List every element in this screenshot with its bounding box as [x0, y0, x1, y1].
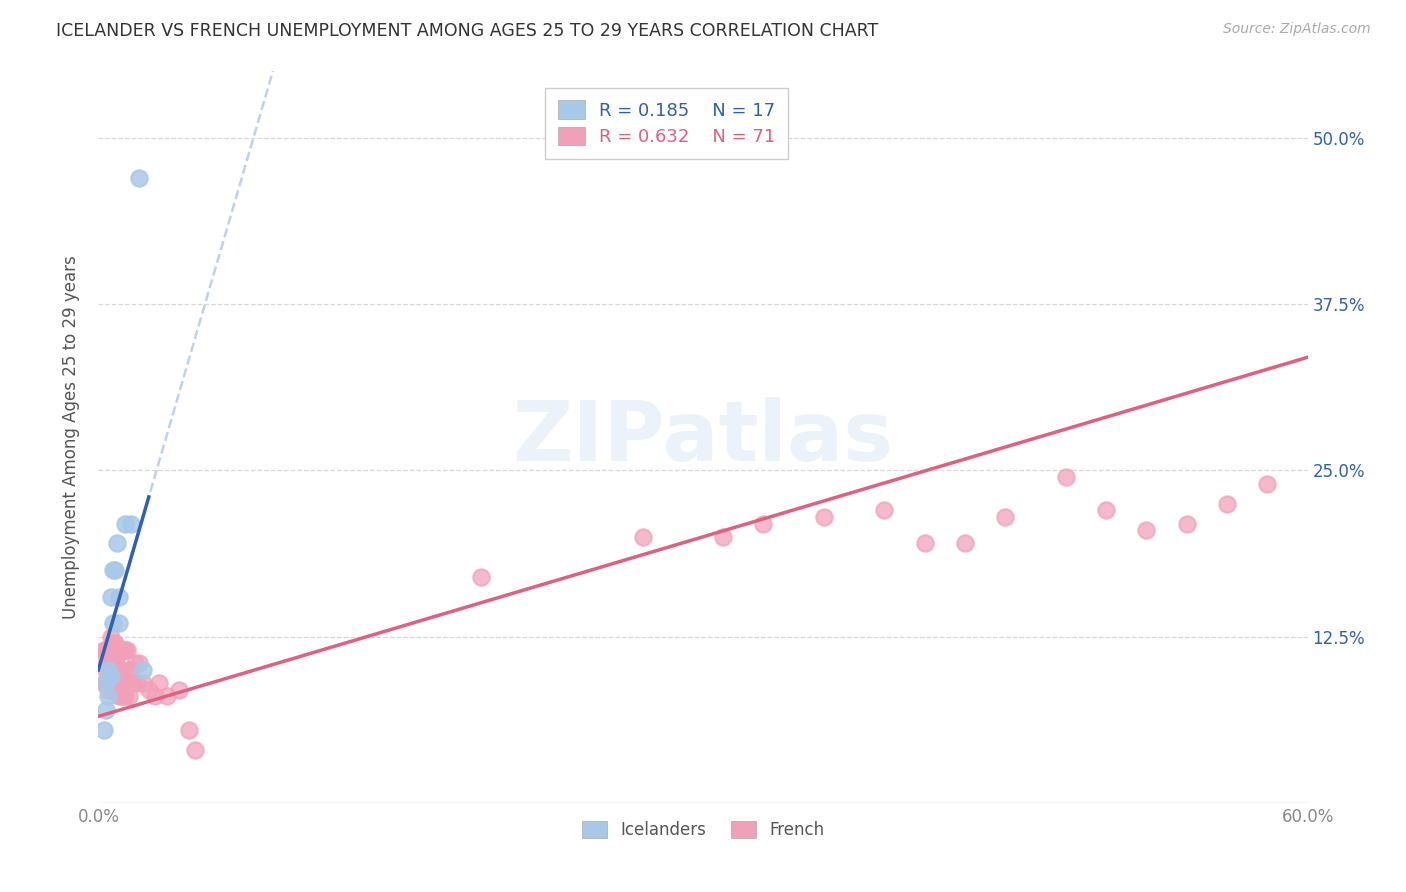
- Text: ZIPatlas: ZIPatlas: [513, 397, 893, 477]
- Point: [96, 643, 118, 657]
- Point: [96, 676, 118, 690]
- Point: [1216, 497, 1239, 511]
- Point: [120, 516, 142, 531]
- Point: [93, 643, 115, 657]
- Point: [111, 690, 134, 704]
- Point: [110, 643, 132, 657]
- Point: [114, 643, 136, 657]
- Point: [97, 663, 120, 677]
- Point: [111, 676, 134, 690]
- Legend: Icelanders, French: Icelanders, French: [575, 814, 831, 846]
- Point: [97, 682, 120, 697]
- Point: [91, 649, 114, 664]
- Point: [105, 682, 128, 697]
- Point: [96, 703, 118, 717]
- Point: [128, 656, 150, 670]
- Point: [111, 643, 134, 657]
- Point: [114, 516, 136, 531]
- Point: [813, 509, 835, 524]
- Point: [1256, 476, 1278, 491]
- Point: [97, 690, 120, 704]
- Point: [103, 682, 125, 697]
- Point: [470, 570, 492, 584]
- Point: [105, 536, 128, 550]
- Point: [1054, 470, 1077, 484]
- Point: [124, 656, 146, 670]
- Text: Source: ZipAtlas.com: Source: ZipAtlas.com: [1223, 22, 1371, 37]
- Point: [914, 536, 936, 550]
- Point: [143, 690, 166, 704]
- Point: [118, 690, 141, 704]
- Point: [110, 676, 132, 690]
- Point: [1175, 516, 1198, 531]
- Point: [1135, 523, 1157, 537]
- Point: [179, 723, 201, 737]
- Point: [115, 676, 138, 690]
- Point: [105, 669, 128, 683]
- Point: [184, 742, 207, 756]
- Point: [156, 690, 179, 704]
- Point: [110, 690, 132, 704]
- Point: [107, 676, 129, 690]
- Y-axis label: Unemployment Among Ages 25 to 29 years: Unemployment Among Ages 25 to 29 years: [62, 255, 80, 619]
- Point: [101, 656, 124, 670]
- Point: [101, 682, 124, 697]
- Point: [873, 503, 896, 517]
- Point: [114, 676, 136, 690]
- Point: [100, 682, 122, 697]
- Point: [148, 676, 170, 690]
- Point: [101, 616, 124, 631]
- Point: [100, 663, 122, 677]
- Point: [107, 663, 129, 677]
- Point: [953, 536, 976, 550]
- Point: [103, 669, 125, 683]
- Point: [132, 676, 155, 690]
- Point: [97, 643, 120, 657]
- Point: [100, 669, 122, 683]
- Point: [103, 636, 125, 650]
- Point: [994, 509, 1017, 524]
- Point: [120, 676, 142, 690]
- Text: ICELANDER VS FRENCH UNEMPLOYMENT AMONG AGES 25 TO 29 YEARS CORRELATION CHART: ICELANDER VS FRENCH UNEMPLOYMENT AMONG A…: [56, 22, 879, 40]
- Point: [118, 663, 141, 677]
- Point: [125, 676, 148, 690]
- Point: [115, 643, 138, 657]
- Point: [114, 690, 136, 704]
- Point: [752, 516, 775, 531]
- Point: [107, 643, 129, 657]
- Point: [101, 669, 124, 683]
- Point: [93, 676, 115, 690]
- Point: [711, 530, 734, 544]
- Point: [100, 630, 122, 644]
- Point: [138, 682, 160, 697]
- Point: [103, 656, 125, 670]
- Point: [100, 649, 122, 664]
- Point: [128, 170, 150, 185]
- Point: [167, 682, 190, 697]
- Point: [121, 676, 143, 690]
- Point: [1095, 503, 1118, 517]
- Point: [93, 723, 115, 737]
- Point: [103, 563, 125, 577]
- Point: [110, 663, 132, 677]
- Point: [107, 690, 129, 704]
- Point: [100, 590, 122, 604]
- Point: [96, 676, 118, 690]
- Point: [96, 663, 118, 677]
- Point: [101, 636, 124, 650]
- Point: [107, 590, 129, 604]
- Point: [107, 616, 129, 631]
- Point: [631, 530, 654, 544]
- Point: [120, 663, 142, 677]
- Point: [101, 563, 124, 577]
- Point: [97, 663, 120, 677]
- Point: [132, 663, 155, 677]
- Point: [105, 649, 128, 664]
